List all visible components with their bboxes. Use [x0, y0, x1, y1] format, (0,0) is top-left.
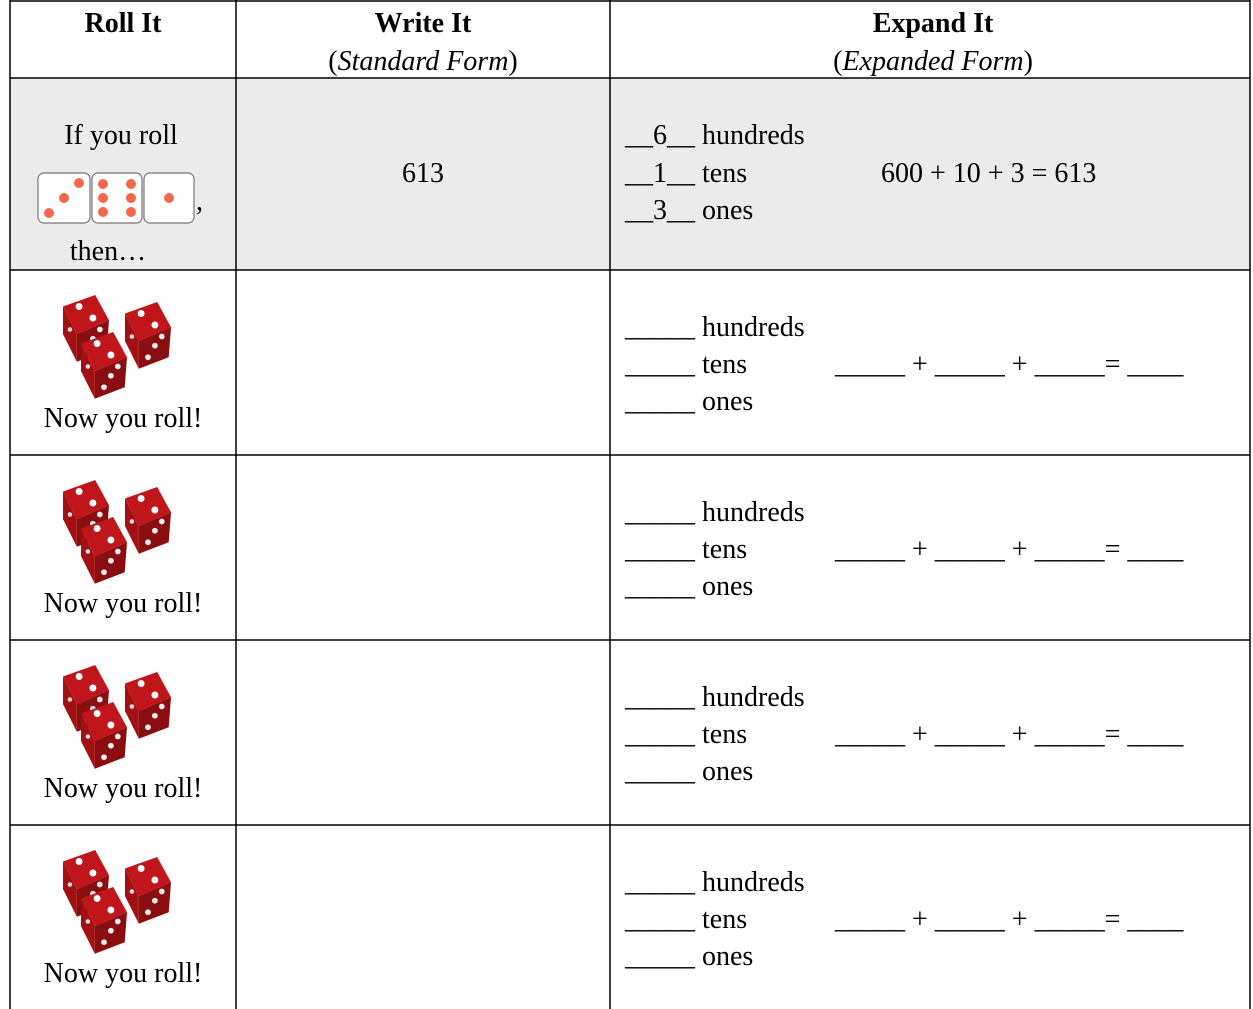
- header-expand-subtitle: (Expanded Form): [833, 48, 1033, 76]
- roll-after: then…: [69, 236, 147, 267]
- expanded-line: _____ tens: [625, 904, 748, 935]
- expanded-line: _____ ones: [625, 756, 754, 787]
- roll-prompt: Now you roll!: [43, 588, 203, 619]
- dice-icon: [63, 850, 171, 954]
- expanded-line: __6__ hundreds: [625, 120, 805, 151]
- header-write-subtitle: (Standard Form): [328, 48, 518, 76]
- header-roll: Roll It: [84, 8, 162, 39]
- expanded-line: _____ ones: [625, 571, 754, 602]
- header-write: Write It: [374, 8, 472, 39]
- dice-icon: [63, 665, 171, 769]
- expanded-line: _____ hundreds: [625, 497, 805, 528]
- example-row-bg: [10, 78, 1250, 270]
- expanded-line: _____ ones: [625, 386, 754, 417]
- header-expand: Expand It: [872, 8, 994, 39]
- expanded-line: _____ ones: [625, 941, 754, 972]
- standard-form: 613: [402, 158, 444, 189]
- roll-prompt: Now you roll!: [43, 958, 203, 989]
- equation: _____ + _____ + _____= ____: [835, 534, 1184, 565]
- equation: _____ + _____ + _____= ____: [835, 349, 1184, 380]
- roll-prompt: Now you roll!: [43, 773, 203, 804]
- dice-icon: [63, 480, 171, 584]
- subtitle: Standard Form: [337, 46, 509, 77]
- grid-lines: [9, 0, 1251, 1009]
- equation: _____ + _____ + _____= ____: [835, 719, 1184, 750]
- expanded-line: _____ hundreds: [625, 682, 805, 713]
- roll-comma: ,: [196, 186, 203, 217]
- expanded-line: __3__ ones: [625, 195, 754, 226]
- paren: ): [508, 46, 518, 77]
- paren: (: [833, 46, 843, 77]
- expanded-line: _____ tens: [625, 719, 748, 750]
- equation: _____ + _____ + _____= ____: [835, 904, 1184, 935]
- expanded-line: _____ tens: [625, 349, 748, 380]
- subtitle: Expanded Form: [842, 46, 1024, 77]
- roll-before: If you roll: [64, 120, 178, 151]
- paren: ): [1023, 46, 1033, 77]
- expanded-line: _____ hundreds: [625, 312, 805, 343]
- expanded-line: _____ hundreds: [625, 867, 805, 898]
- roll-prompt: Now you roll!: [43, 403, 203, 434]
- expanded-line: __1__ tens: [625, 158, 748, 189]
- equation: 600 + 10 + 3 = 613: [881, 158, 1097, 189]
- dice-icon: [63, 295, 171, 399]
- expanded-line: _____ tens: [625, 534, 748, 565]
- paren: (: [328, 46, 338, 77]
- example-dice: [37, 172, 195, 224]
